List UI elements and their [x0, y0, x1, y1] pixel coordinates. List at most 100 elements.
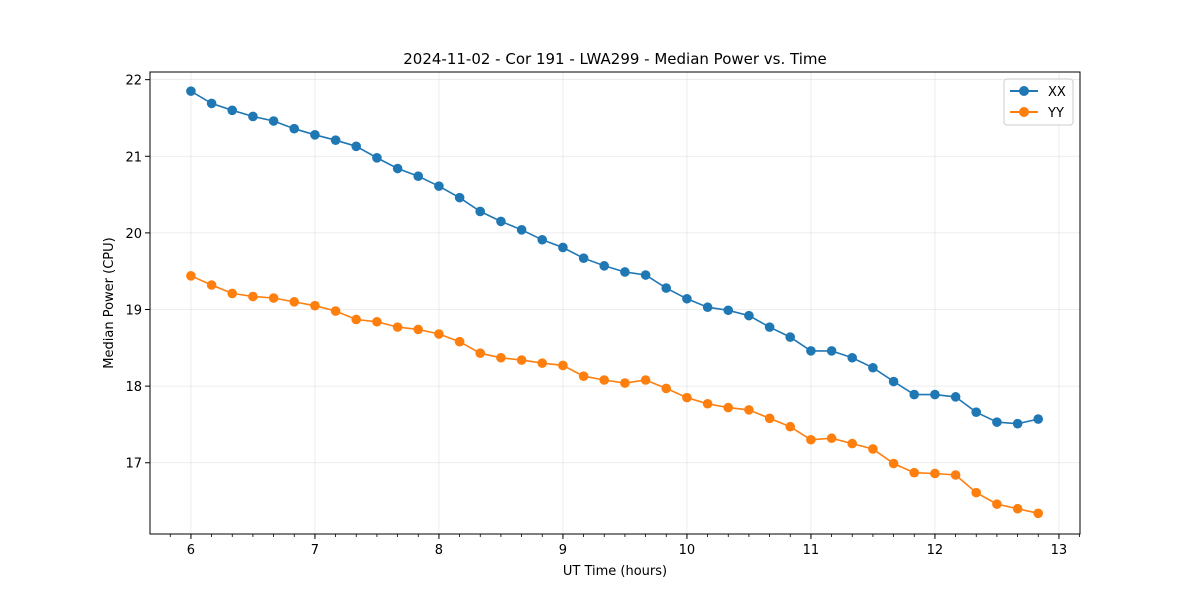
data-point-yy	[186, 271, 196, 281]
data-point-yy	[806, 434, 816, 445]
data-point-yy	[351, 314, 362, 325]
data-point-xx	[558, 242, 568, 253]
data-point-xx	[888, 376, 899, 387]
data-point-xx	[723, 305, 734, 316]
data-point-yy	[248, 291, 258, 302]
data-point-xx	[578, 253, 589, 263]
data-point-xx	[413, 171, 424, 181]
data-point-xx	[206, 98, 217, 109]
data-point-yy	[620, 378, 630, 388]
data-point-xx	[372, 153, 382, 163]
data-point-xx	[640, 270, 651, 280]
data-point-xx	[930, 389, 940, 400]
data-point-xx	[971, 407, 982, 417]
data-point-yy	[971, 487, 982, 498]
data-point-yy	[599, 375, 610, 385]
data-point-xx	[992, 417, 1002, 427]
data-point-xx	[826, 346, 837, 356]
data-point-xx	[351, 141, 362, 152]
data-point-xx	[620, 267, 630, 277]
data-point-yy	[992, 499, 1002, 509]
data-point-yy	[392, 322, 403, 332]
data-point-xx	[909, 389, 920, 400]
data-point-yy	[785, 421, 796, 432]
grid	[150, 72, 1080, 534]
data-point-xx	[785, 332, 796, 342]
legend-label-yy: YY	[1047, 106, 1064, 121]
x-tick-label: 13	[1051, 543, 1068, 558]
data-point-xx	[682, 293, 692, 304]
data-point-yy	[682, 392, 692, 403]
data-point-yy	[516, 355, 527, 365]
data-point-yy	[454, 336, 465, 347]
data-point-xx	[1033, 414, 1044, 424]
data-point-yy	[578, 371, 589, 381]
x-axis-label: UT Time (hours)	[563, 564, 667, 579]
data-point-yy	[888, 458, 899, 469]
data-point-yy	[268, 293, 279, 303]
data-point-xx	[868, 362, 878, 373]
data-point-yy	[496, 352, 506, 363]
data-point-yy	[413, 324, 424, 335]
data-point-xx	[764, 322, 775, 332]
x-tick-label: 9	[559, 543, 567, 558]
data-point-xx	[661, 283, 672, 293]
data-point-xx	[475, 206, 486, 217]
data-point-xx	[516, 225, 527, 235]
data-point-xx	[227, 105, 238, 116]
data-point-xx	[310, 130, 320, 140]
data-point-xx	[496, 216, 506, 227]
data-point-xx	[330, 135, 341, 145]
ticks: 6 7 8 9 10 11 12 13 17 18 19 20 21 22	[125, 74, 1080, 558]
data-point-xx	[268, 116, 279, 126]
data-point-xx	[248, 111, 258, 122]
data-point-yy	[909, 467, 920, 478]
x-tick-label: 7	[311, 543, 319, 558]
data-point-yy	[661, 383, 672, 394]
data-point-xx	[599, 261, 610, 271]
data-point-yy	[764, 413, 775, 424]
data-point-yy	[826, 433, 837, 444]
legend-label-xx: XX	[1048, 85, 1066, 100]
data-point-yy	[289, 297, 300, 307]
legend: XX YY	[1003, 78, 1074, 126]
data-point-yy	[330, 306, 341, 316]
data-point-xx	[806, 346, 816, 356]
x-tick-label: 11	[803, 543, 820, 558]
y-axis-label: Median Power (CPU)	[102, 237, 117, 368]
data-point-yy	[475, 348, 486, 358]
data-point-yy	[1033, 508, 1044, 519]
data-point-xx	[1012, 418, 1023, 429]
data-point-xx	[950, 392, 961, 402]
y-tick-label: 17	[125, 457, 142, 472]
y-tick-label: 22	[125, 74, 142, 89]
data-point-yy	[950, 470, 961, 480]
axes-frame	[149, 71, 1081, 535]
data-point-xx	[434, 181, 444, 191]
data-point-xx	[289, 123, 300, 134]
data-point-xx	[744, 310, 754, 321]
data-point-yy	[227, 288, 238, 299]
data-point-yy	[1012, 503, 1023, 514]
data-point-yy	[372, 316, 382, 327]
x-tick-label: 6	[187, 543, 195, 558]
x-tick-label: 12	[927, 543, 944, 558]
data-point-yy	[558, 360, 568, 371]
data-point-xx	[537, 234, 548, 245]
data-point-yy	[744, 405, 754, 415]
x-tick-label: 10	[679, 543, 696, 558]
x-tick-label: 8	[435, 543, 443, 558]
y-tick-label: 21	[125, 150, 142, 165]
data-point-yy	[702, 398, 713, 409]
y-tick-label: 19	[125, 304, 142, 319]
data-point-yy	[206, 280, 217, 290]
data-point-yy	[310, 300, 320, 311]
data-point-yy	[640, 375, 651, 385]
data-point-yy	[930, 468, 940, 479]
data-point-xx	[392, 163, 403, 174]
data-point-xx	[702, 302, 713, 313]
data-point-xx	[454, 192, 465, 203]
y-tick-label: 18	[125, 380, 142, 395]
data-point-xx	[186, 86, 196, 96]
